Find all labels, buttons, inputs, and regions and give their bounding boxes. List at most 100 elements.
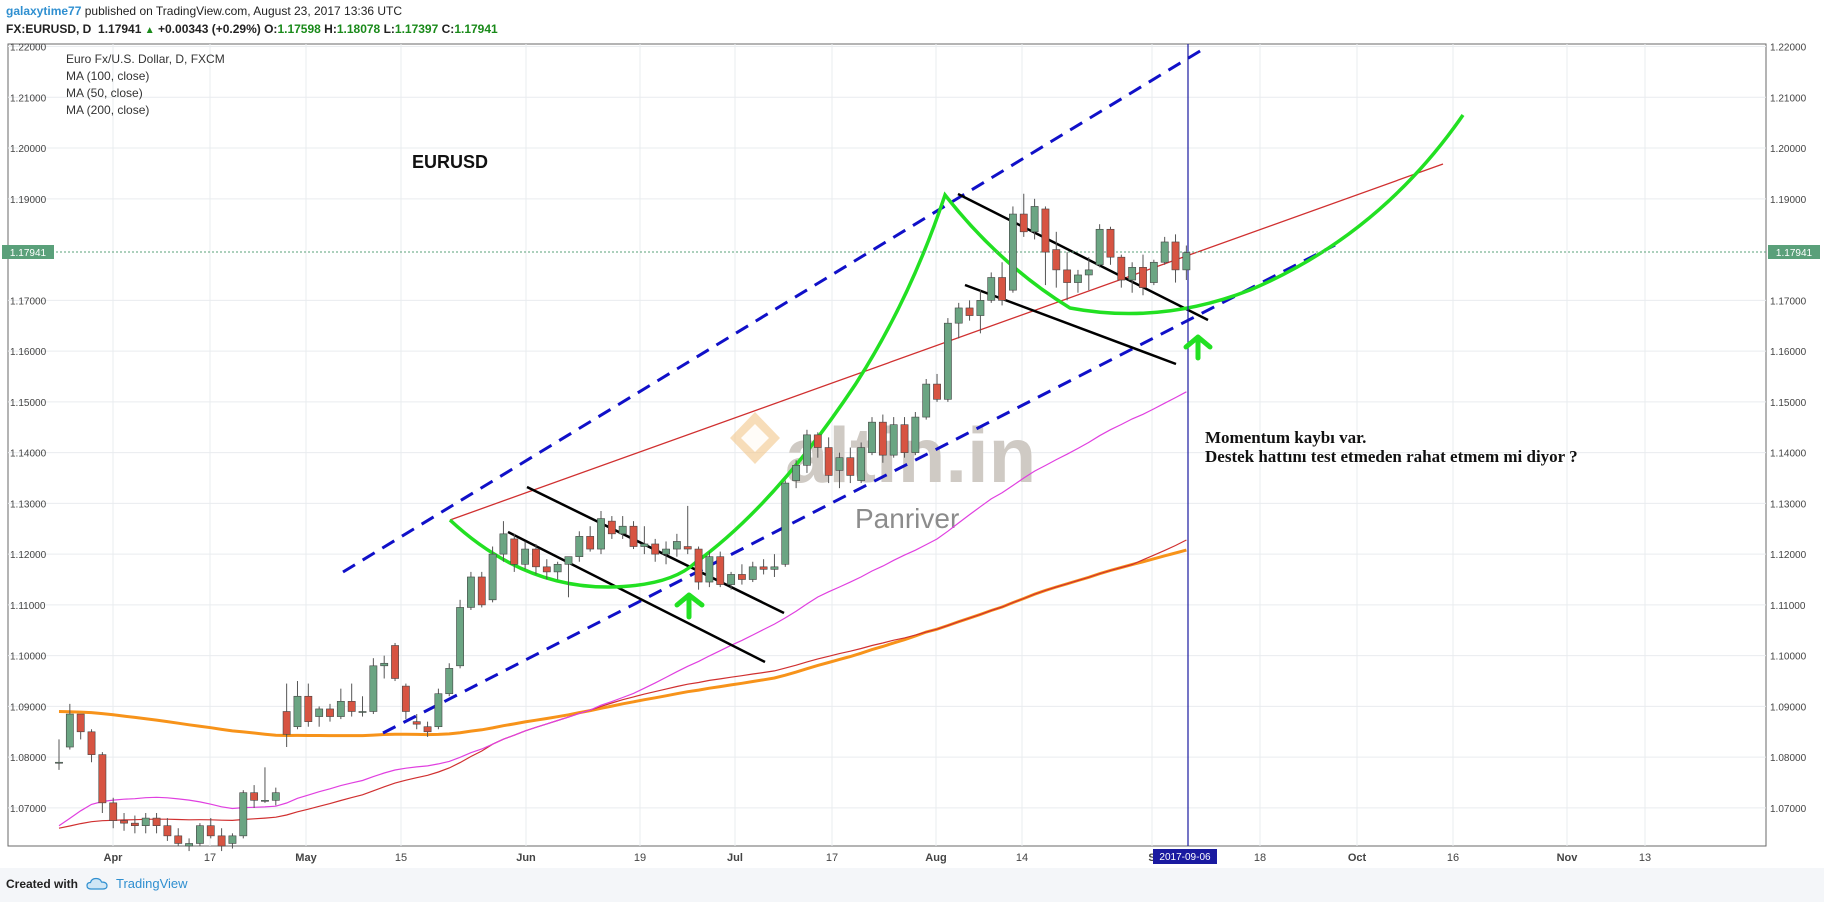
x-tick: 14 <box>1016 852 1028 864</box>
price-tag-left-text: 1.17941 <box>10 248 47 259</box>
candle <box>651 538 660 562</box>
y-tick-right: 1.20000 <box>1770 144 1807 155</box>
candle-body <box>965 307 974 316</box>
candle <box>922 379 931 420</box>
candle-body <box>1160 241 1169 263</box>
candle-body <box>1182 252 1191 271</box>
candle <box>510 533 519 572</box>
candle-body <box>803 434 811 466</box>
candle-body <box>683 546 692 550</box>
drawings[interactable] <box>8 44 1766 846</box>
candle <box>315 706 324 727</box>
candle-body <box>521 548 530 565</box>
channel-lower-line[interactable] <box>382 243 1336 735</box>
candle <box>1117 254 1126 288</box>
candle-body <box>499 533 508 555</box>
candle-body <box>1117 256 1126 281</box>
candle <box>748 561 757 583</box>
candle-body <box>532 548 540 568</box>
candle <box>185 838 193 852</box>
candle <box>521 541 530 570</box>
price-tag-right <box>1768 245 1820 259</box>
candle <box>1030 198 1039 240</box>
candle-body <box>954 307 963 324</box>
x-tick: 16 <box>1447 852 1459 864</box>
y-tick-left: 1.12000 <box>10 550 47 561</box>
candle-body <box>705 556 714 583</box>
flag2-upper-line[interactable] <box>957 192 1209 322</box>
candle <box>358 696 367 717</box>
footer: Created with TradingView <box>6 876 188 891</box>
candle-body <box>781 482 790 565</box>
candle-body <box>1052 249 1061 271</box>
y-tick-left: 1.19000 <box>10 195 47 206</box>
candle-body <box>304 695 313 722</box>
candle <box>618 516 627 539</box>
candle-body <box>65 713 74 748</box>
open-value: 1.17598 <box>277 22 321 36</box>
candle <box>1074 269 1082 293</box>
legend-ma200[interactable]: MA (200, close) <box>66 103 149 117</box>
candle-body <box>868 421 876 453</box>
note-line-1[interactable]: Momentum kaybı var. <box>1205 428 1366 447</box>
y-tick-right: 1.11000 <box>1770 601 1806 612</box>
x-tick: 15 <box>395 852 407 864</box>
candle-body <box>857 447 866 481</box>
candle-body <box>1041 208 1050 253</box>
flag1-lower-line[interactable] <box>507 530 766 664</box>
close-label: C: <box>441 22 455 36</box>
candle <box>813 432 822 458</box>
legend-ma100[interactable]: MA (100, close) <box>66 69 149 83</box>
candle <box>1106 226 1115 265</box>
candle <box>727 571 735 590</box>
green-curve[interactable] <box>448 114 1465 589</box>
candle-body <box>748 566 757 580</box>
legend-ma50[interactable]: MA (50, close) <box>66 86 143 100</box>
candle-body <box>878 421 887 456</box>
y-tick-right: 1.17000 <box>1770 296 1807 307</box>
candle <box>564 556 573 598</box>
candle-body <box>1084 269 1093 276</box>
chart-label[interactable]: EURUSD <box>412 152 488 172</box>
legend: Euro Fx/U.S. Dollar, D, FXCM MA (100, cl… <box>66 52 225 117</box>
y-tick-right: 1.08000 <box>1770 753 1807 764</box>
note-line-2[interactable]: Destek hattını test etmeden rahat etmem … <box>1205 447 1578 466</box>
last-price: 1.17941 <box>98 22 142 36</box>
close-value: 1.17941 <box>454 22 498 36</box>
candle-body <box>933 383 941 400</box>
candle <box>694 546 703 590</box>
candle-body <box>1139 267 1147 288</box>
candle-body <box>813 434 822 448</box>
author-link[interactable]: galaxytime77 <box>6 4 82 18</box>
candle <box>261 767 269 803</box>
y-tick-right: 1.10000 <box>1770 652 1807 663</box>
candle <box>98 752 107 814</box>
candle-body <box>738 574 746 580</box>
symbol-label: FX:EURUSD, D <box>6 22 92 36</box>
candle <box>629 521 638 550</box>
candle-body <box>239 792 248 837</box>
candles <box>55 193 1191 852</box>
x-tick: 18 <box>1254 852 1266 864</box>
y-tick-right: 1.14000 <box>1770 449 1807 460</box>
candle <box>55 739 63 770</box>
candle-body <box>542 566 551 573</box>
y-tick-left: 1.07000 <box>10 804 47 815</box>
candle-body <box>1030 206 1039 233</box>
up-arrow2-icon[interactable] <box>1183 334 1213 361</box>
candle-body <box>87 731 96 755</box>
candle-body <box>282 711 291 735</box>
candle <box>1128 262 1137 293</box>
tradingview-link[interactable]: TradingView <box>116 876 188 891</box>
candle <box>87 729 96 763</box>
up-arrow1-icon[interactable] <box>674 592 705 620</box>
candle <box>1095 224 1104 268</box>
candle <box>293 681 302 730</box>
candle-body <box>651 543 660 555</box>
candle <box>976 290 985 334</box>
candle-body <box>1171 241 1180 271</box>
channel-upper-line[interactable] <box>342 46 1206 574</box>
candle-body <box>477 576 486 606</box>
candle <box>792 460 801 489</box>
